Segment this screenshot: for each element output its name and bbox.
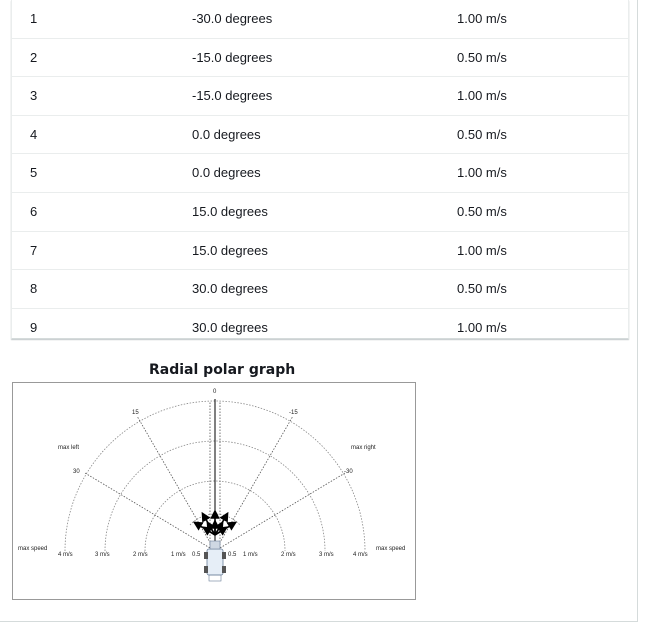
table-row: 2 -15.0 degrees 0.50 m/s [12, 39, 628, 78]
label-30: 30 [73, 469, 80, 475]
arc-2ms [144, 480, 286, 552]
label-neg15: -15 [289, 410, 298, 416]
speed-label: 1 m/s [243, 552, 258, 558]
speed: 1.00 m/s [457, 165, 507, 181]
label-max-speed-left: max speed [18, 546, 47, 552]
speed: 0.50 m/s [457, 49, 507, 65]
speed-label: 3 m/s [95, 552, 110, 558]
steering-angle: 0.0 degrees [192, 165, 261, 181]
spoke-neg30 [214, 472, 346, 552]
arrow-neg30-05 [214, 526, 228, 536]
label-max-left: max left [58, 445, 79, 451]
action-index: 8 [30, 281, 38, 297]
graph-title: Radial polar graph [149, 362, 296, 378]
speed-label: 3 m/s [319, 552, 334, 558]
speed-label: 2 m/s [133, 552, 148, 558]
action-space-table: 1 -30.0 degrees 1.00 m/s 2 -15.0 degrees… [11, 0, 629, 339]
action-index: 7 [30, 242, 38, 258]
steering-angle: -15.0 degrees [192, 49, 273, 65]
table-row: 9 30.0 degrees 1.00 m/s [12, 309, 628, 347]
table-row: 1 -30.0 degrees 1.00 m/s [12, 0, 628, 39]
speed: 0.50 m/s [457, 203, 507, 219]
polar-graph-svg: 0 15 -15 30 -30 max left max right max s… [18, 389, 405, 582]
action-arrows [192, 509, 238, 536]
arc-3ms [104, 440, 326, 552]
action-index: 4 [30, 126, 38, 142]
table-row: 8 30.0 degrees 0.50 m/s [12, 270, 628, 309]
speed-label: 4 m/s [58, 552, 73, 558]
speed-label: 0.5 [228, 552, 237, 558]
speed: 1.00 m/s [457, 88, 507, 104]
spoke-30 [84, 472, 216, 552]
speed-label: 2 m/s [281, 552, 296, 558]
spoke-15 [136, 415, 216, 552]
table-row: 5 0.0 degrees 1.00 m/s [12, 154, 628, 193]
label-15: 15 [132, 410, 139, 416]
action-index: 2 [30, 49, 38, 65]
label-max-speed-right: max speed [376, 546, 405, 552]
table-row: 7 15.0 degrees 1.00 m/s [12, 232, 628, 271]
action-index: 6 [30, 203, 38, 219]
steering-angle: 15.0 degrees [192, 203, 268, 219]
steering-angle: 0.0 degrees [192, 126, 261, 142]
label-0: 0 [213, 389, 217, 395]
speed: 1.00 m/s [457, 11, 507, 26]
steering-angle: -30.0 degrees [192, 11, 273, 26]
steering-angle: 15.0 degrees [192, 242, 268, 258]
label-max-right: max right [351, 445, 376, 451]
steering-angle: 30.0 degrees [192, 319, 268, 335]
speed-label: 4 m/s [353, 552, 368, 558]
table-row: 3 -15.0 degrees 1.00 m/s [12, 77, 628, 116]
speed-label: 0.5 [192, 552, 201, 558]
table-row: 6 15.0 degrees 0.50 m/s [12, 193, 628, 232]
table-row: 4 0.0 degrees 0.50 m/s [12, 116, 628, 155]
car-icon [204, 540, 226, 582]
steering-angle: 30.0 degrees [192, 281, 268, 297]
speed: 1.00 m/s [457, 319, 507, 335]
arrow-30-05 [202, 526, 216, 536]
steering-angle: -15.0 degrees [192, 88, 273, 104]
label-neg30: -30 [344, 469, 353, 475]
action-index: 3 [30, 88, 38, 104]
speed: 1.00 m/s [457, 242, 507, 258]
action-index: 1 [30, 11, 38, 26]
spoke-neg15 [214, 415, 294, 552]
speed: 0.50 m/s [457, 126, 507, 142]
speed: 0.50 m/s [457, 281, 507, 297]
speed-label: 1 m/s [171, 552, 186, 558]
action-index: 9 [30, 319, 38, 335]
arc-4ms [64, 400, 366, 552]
radial-polar-graph: 0 15 -15 30 -30 max left max right max s… [12, 382, 416, 600]
action-index: 5 [30, 165, 38, 181]
